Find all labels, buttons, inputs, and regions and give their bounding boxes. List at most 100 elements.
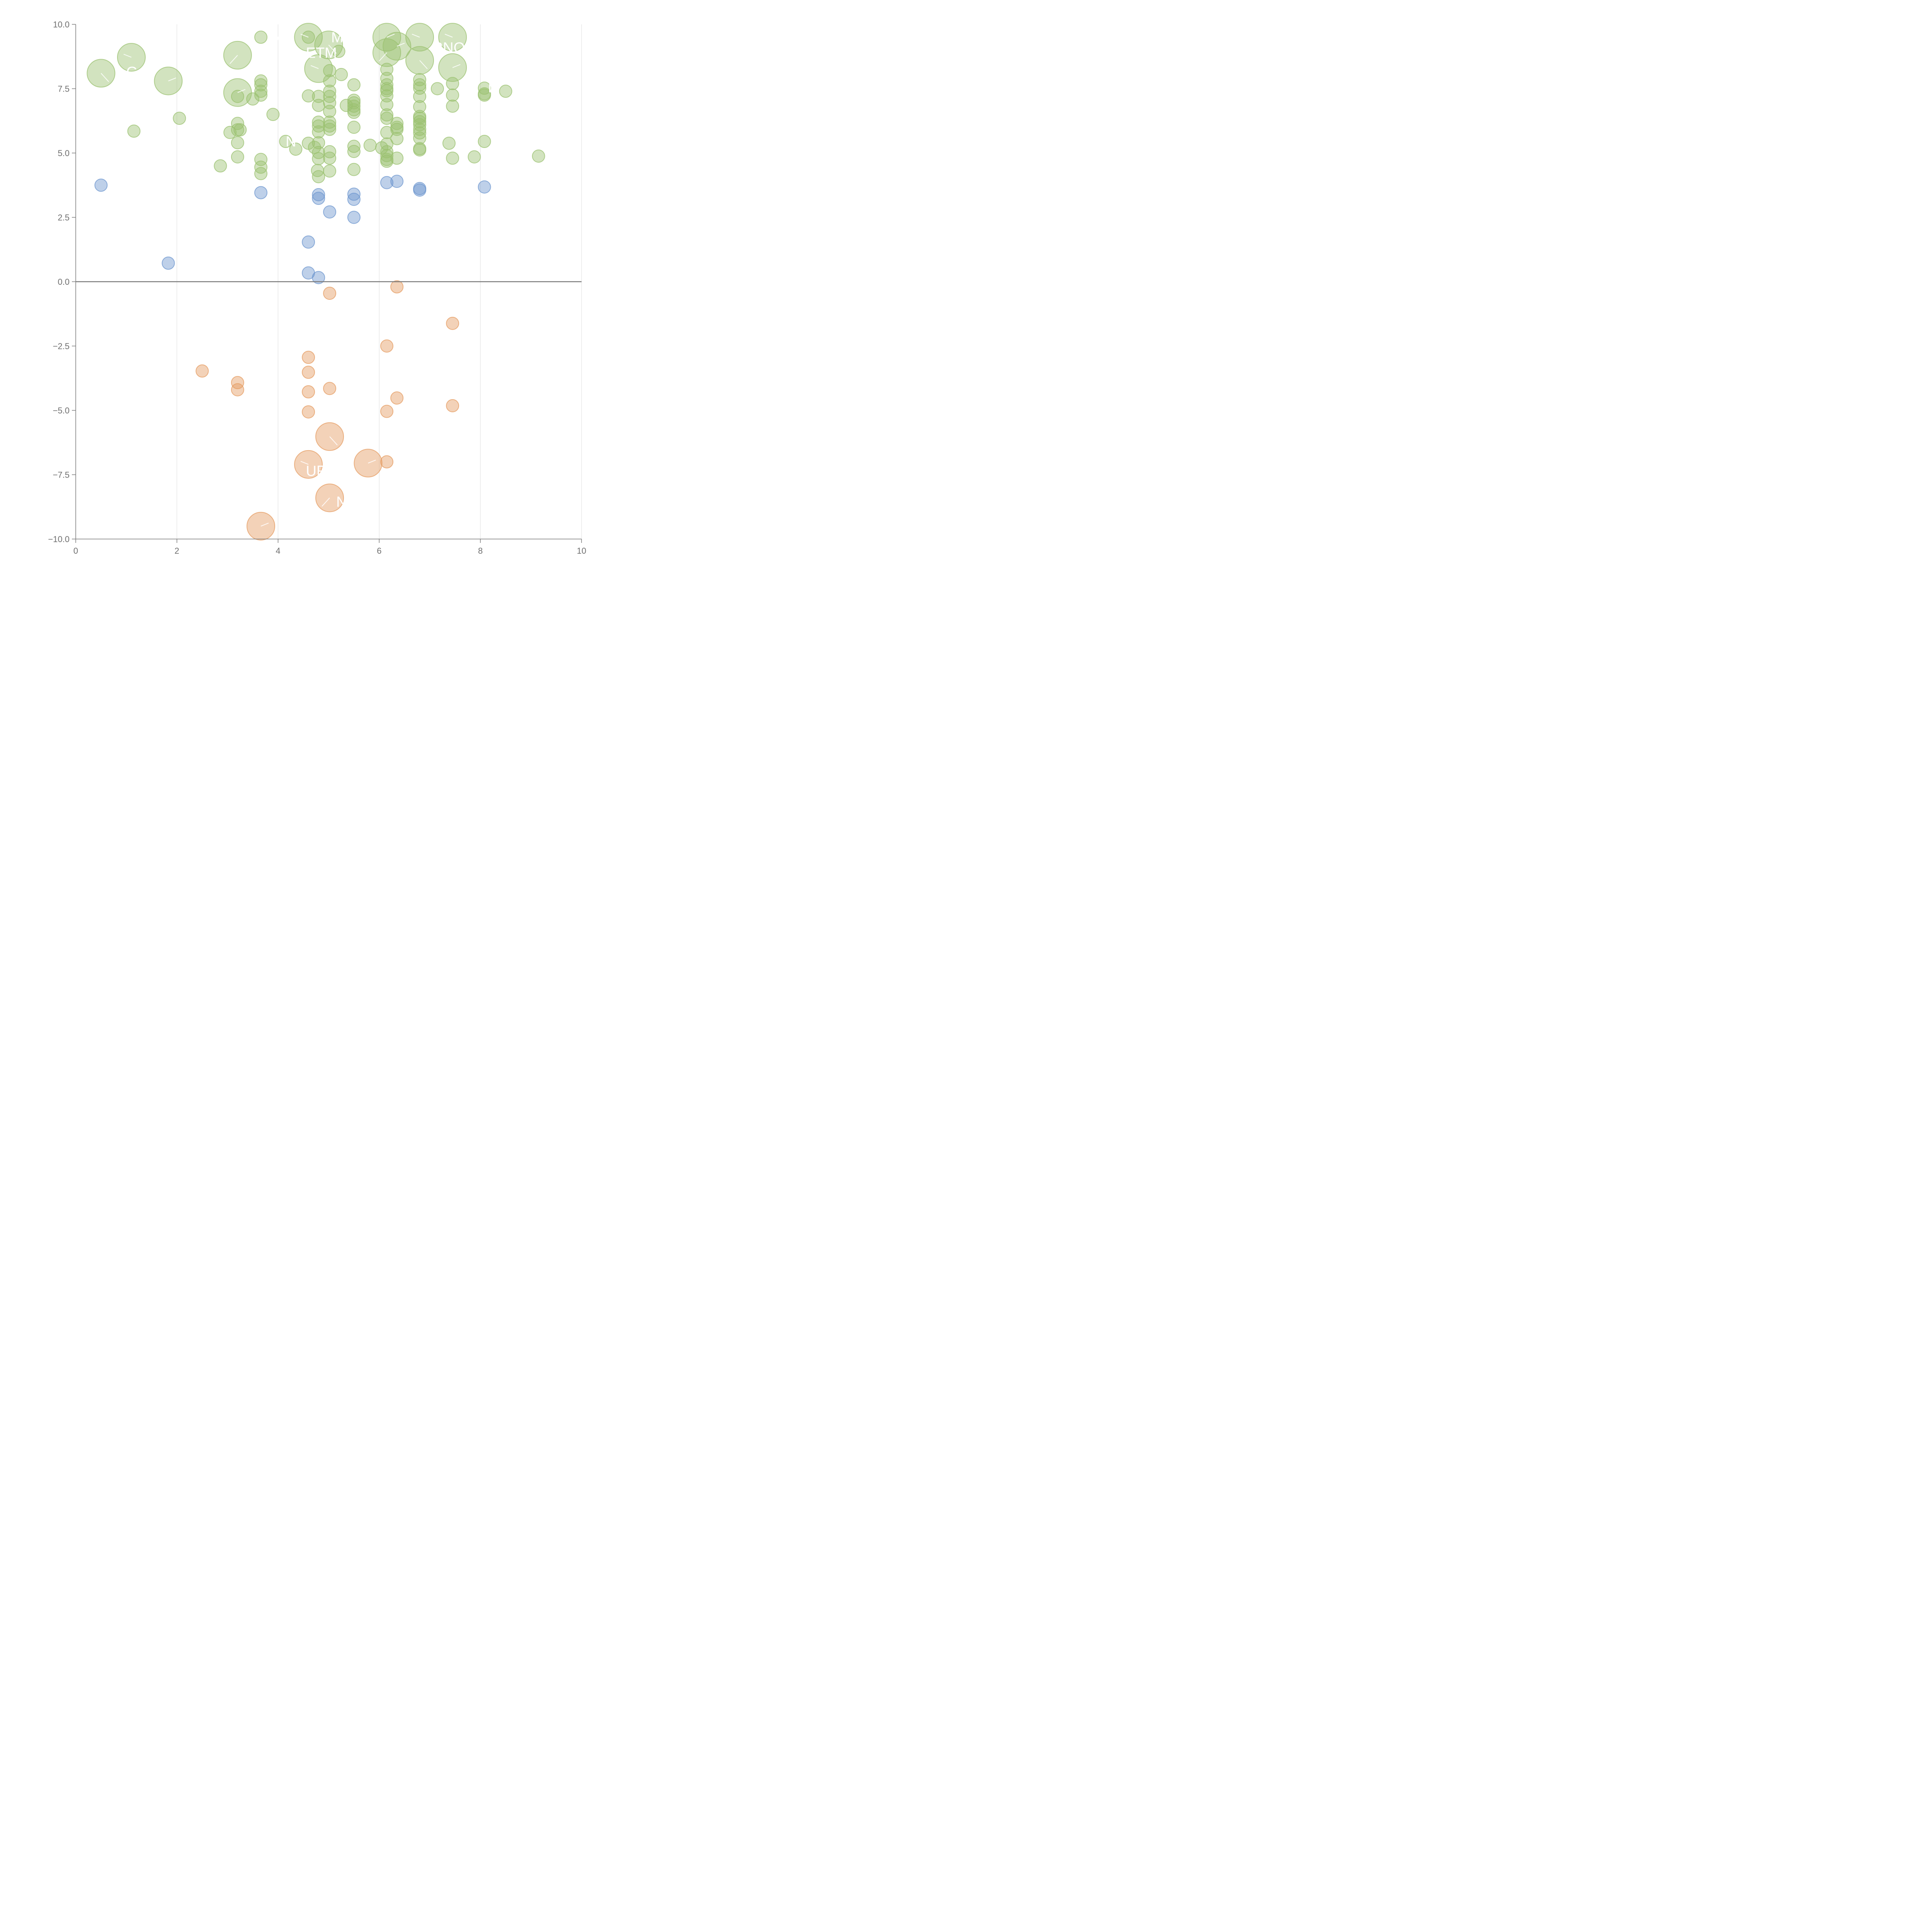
data-point [430, 82, 444, 95]
data-point [446, 88, 459, 102]
data-point [413, 115, 427, 128]
callout-line [452, 64, 461, 68]
callout-line [321, 497, 330, 507]
data-point [231, 90, 244, 103]
data-point [390, 175, 404, 188]
data-point [266, 108, 280, 121]
data-point [442, 136, 456, 150]
data-point [347, 163, 361, 176]
data-point [254, 85, 268, 98]
data-point [302, 89, 315, 103]
data-point [347, 187, 361, 201]
point-label: N [286, 134, 296, 150]
data-point [323, 151, 337, 165]
data-point [323, 105, 337, 118]
data-point [312, 99, 325, 112]
data-point [231, 136, 244, 150]
data-point [446, 151, 459, 165]
data-point [302, 405, 315, 418]
data-point [94, 179, 108, 192]
y-tick-label: −7.5 [53, 470, 70, 480]
point-label: M [331, 29, 344, 46]
data-point [233, 123, 247, 137]
callout-line [300, 461, 309, 465]
data-point [254, 186, 268, 199]
data-point [312, 271, 325, 284]
point-label: ETM [306, 45, 337, 61]
data-point [312, 90, 325, 103]
data-point [380, 145, 394, 158]
data-point [323, 85, 337, 98]
callout-line [310, 65, 319, 69]
data-point [347, 121, 361, 134]
callout-line [237, 89, 246, 93]
callout-line [100, 73, 109, 82]
scatter-chart: −10.0 −7.5 −5.0 −2.5 0.0 2.5 5.0 7.5 10.0 0 2 4 6 8 10… [48, 20, 586, 556]
callout-line [168, 77, 176, 82]
callout-line [444, 34, 453, 38]
callout-line [412, 34, 420, 38]
x-tick-label: 8 [478, 546, 483, 556]
data-point [254, 74, 268, 88]
x-tick-label: 6 [377, 546, 381, 556]
data-point [162, 257, 175, 270]
axis-ticks: −10.0 −7.5 −5.0 −2.5 0.0 2.5 5.0 7.5 10.0 0 2 4 6 8 10 [48, 20, 586, 556]
y-tick-label: 5.0 [58, 148, 70, 158]
point-label: N [336, 494, 347, 510]
data-point [332, 44, 345, 58]
callout-line [396, 43, 405, 47]
data-point [413, 183, 427, 197]
data-point [446, 77, 459, 90]
data-point [323, 205, 337, 219]
y-tick-label: 2.5 [58, 213, 70, 223]
data-point [390, 132, 404, 145]
data-point [347, 192, 361, 206]
point-label: D [488, 80, 498, 96]
data-point [254, 31, 268, 44]
callout-line [368, 459, 376, 464]
data-point [413, 90, 427, 103]
data-point [380, 455, 394, 469]
data-point [312, 136, 325, 150]
point-label: GA [126, 64, 148, 80]
data-point [380, 155, 394, 168]
y-tick-label: −5.0 [53, 406, 70, 415]
data-point [312, 125, 325, 139]
data-point [214, 159, 227, 173]
y-tick-label: 7.5 [58, 84, 70, 94]
x-tick-label: 0 [73, 546, 78, 556]
data-point [323, 382, 337, 395]
data-point [312, 152, 325, 165]
data-point [363, 139, 377, 152]
callout-line [329, 436, 338, 446]
data-point [478, 88, 491, 102]
callout-line [419, 60, 428, 69]
data-point [289, 143, 303, 156]
data-point [231, 150, 244, 163]
data-point [127, 124, 141, 138]
data-point [380, 84, 394, 97]
data-point [413, 100, 427, 114]
data-point [380, 63, 394, 76]
data-point [323, 286, 337, 300]
data-point [446, 316, 459, 330]
data-point [390, 122, 404, 136]
x-tick-label: 2 [175, 546, 179, 556]
y-tick-label: −10.0 [48, 534, 70, 544]
y-tick-label: 10.0 [53, 20, 70, 29]
data-point [390, 391, 404, 405]
data-point [380, 108, 394, 122]
data-point [323, 122, 337, 136]
data-point [173, 112, 186, 125]
data-point [380, 149, 394, 162]
data-point [335, 68, 348, 81]
data-point [380, 339, 394, 353]
point-label: M [270, 29, 283, 46]
data-point [413, 126, 427, 140]
data-point [347, 139, 361, 153]
data-point [302, 350, 315, 364]
data-point [446, 399, 459, 413]
label-callouts [100, 34, 461, 527]
data-point [347, 78, 361, 92]
